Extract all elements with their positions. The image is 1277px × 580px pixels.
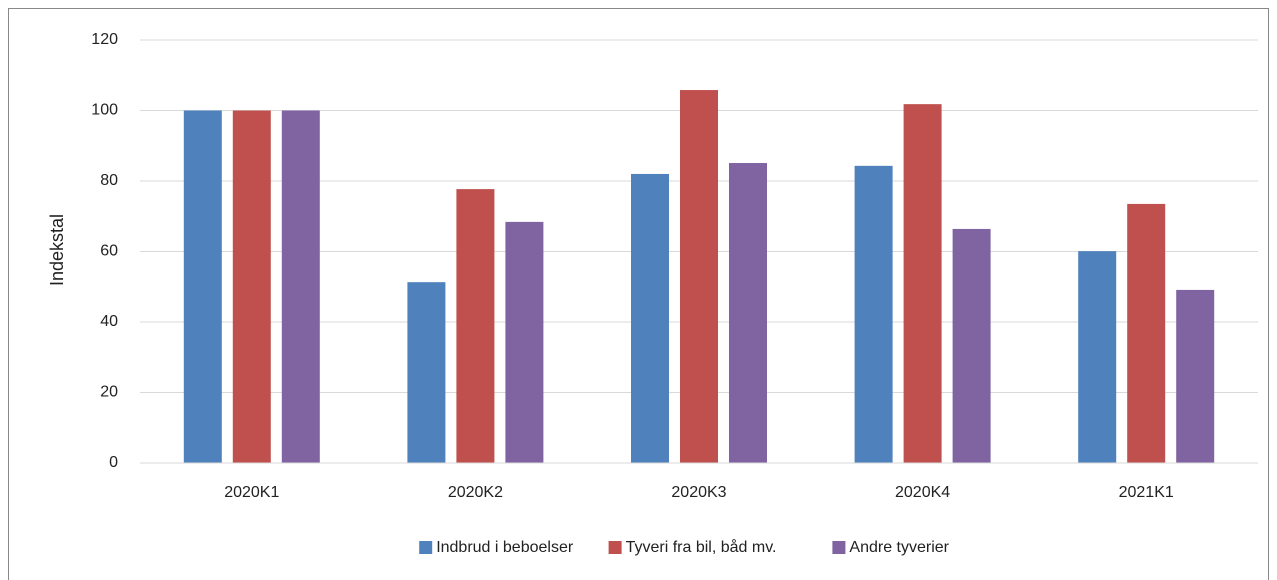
legend-label: Indbrud i beboelser [436, 539, 574, 556]
bar [854, 165, 893, 463]
bar [952, 228, 991, 463]
x-tick-label: 2020K3 [671, 484, 726, 501]
legend-label: Andre tyverier [849, 539, 949, 556]
bar [1078, 251, 1117, 463]
bar [281, 110, 320, 463]
x-tick-label: 2020K4 [895, 484, 950, 501]
y-tick-label: 80 [100, 172, 118, 189]
y-tick-label: 120 [91, 31, 118, 48]
bar [183, 110, 222, 463]
x-tick-label: 2020K2 [448, 484, 503, 501]
y-axis-title: Indekstal [47, 214, 67, 286]
bar [631, 173, 669, 463]
bar [1176, 289, 1215, 463]
bar [505, 221, 544, 463]
legend-swatch [608, 541, 622, 554]
y-tick-label: 60 [100, 243, 118, 260]
bar [1127, 203, 1166, 463]
x-tick-label: 2021K1 [1119, 484, 1174, 501]
bar [407, 282, 446, 463]
bar [729, 163, 767, 463]
legend-swatch [419, 541, 433, 554]
x-tick-label: 2020K1 [224, 484, 279, 501]
bar [680, 90, 718, 464]
bar [456, 189, 495, 464]
legend-swatch [832, 541, 846, 554]
y-tick-label: 20 [100, 384, 118, 401]
bar [232, 110, 271, 463]
y-tick-label: 100 [91, 102, 118, 119]
legend-label: Tyveri fra bil, båd mv. [626, 538, 777, 556]
bar [903, 104, 942, 463]
y-tick-label: 40 [100, 313, 118, 330]
y-tick-label: 0 [109, 454, 118, 471]
